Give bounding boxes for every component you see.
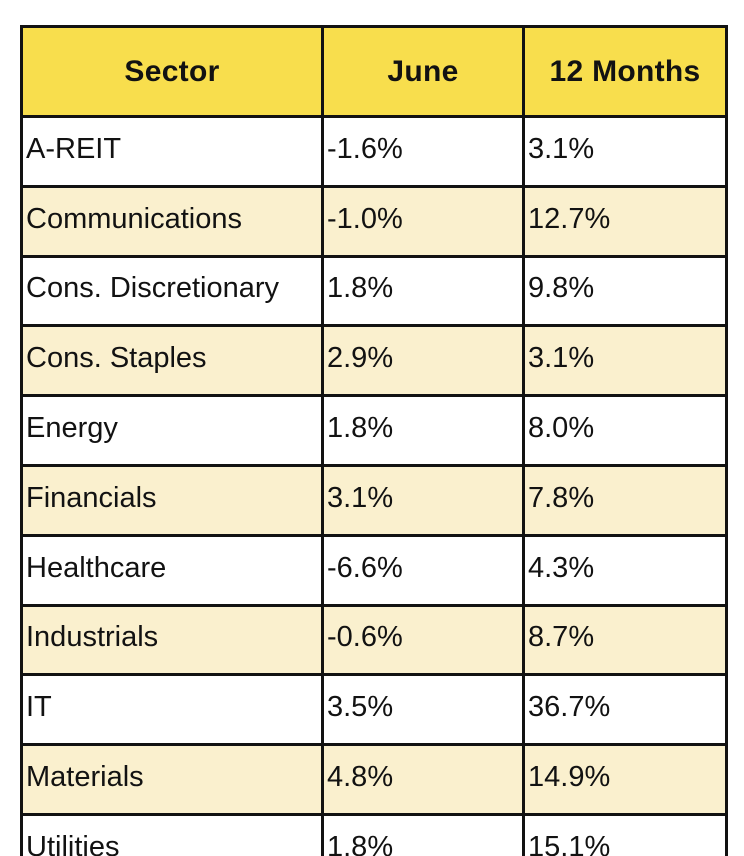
sector-cell: Utilities bbox=[20, 812, 324, 856]
twelve-months-cell: 36.7% bbox=[522, 673, 728, 747]
table-row: Cons. Staples 2.9% 3.1% bbox=[20, 324, 728, 398]
june-cell: 3.5% bbox=[321, 673, 525, 747]
sector-cell: Materials bbox=[20, 743, 324, 816]
sector-cell: Communications bbox=[20, 184, 324, 258]
twelve-months-cell: 4.3% bbox=[522, 533, 728, 607]
twelve-months-cell: 15.1% bbox=[522, 812, 728, 856]
sector-performance-table: Sector June 12 Months A-REIT -1.6% 3.1% … bbox=[20, 25, 728, 856]
twelve-months-cell: 3.1% bbox=[522, 115, 728, 188]
twelve-months-cell: 8.0% bbox=[522, 394, 728, 467]
table-body: A-REIT -1.6% 3.1% Communications -1.0% 1… bbox=[20, 115, 728, 856]
table-row: Industrials -0.6% 8.7% bbox=[20, 603, 728, 677]
column-header-12-months: 12 Months bbox=[522, 25, 728, 118]
table-row: Communications -1.0% 12.7% bbox=[20, 184, 728, 258]
table-header: Sector June 12 Months bbox=[20, 25, 728, 118]
twelve-months-cell: 3.1% bbox=[522, 324, 728, 398]
sector-cell: Industrials bbox=[20, 603, 324, 677]
table-row: Utilities 1.8% 15.1% bbox=[20, 812, 728, 856]
twelve-months-cell: 8.7% bbox=[522, 603, 728, 677]
sector-cell: Cons. Staples bbox=[20, 324, 324, 398]
june-cell: -6.6% bbox=[321, 533, 525, 607]
header-row: Sector June 12 Months bbox=[20, 25, 728, 118]
twelve-months-cell: 14.9% bbox=[522, 743, 728, 816]
june-cell: 3.1% bbox=[321, 463, 525, 537]
june-cell: 1.8% bbox=[321, 394, 525, 467]
table-row: Energy 1.8% 8.0% bbox=[20, 394, 728, 467]
table-row: Materials 4.8% 14.9% bbox=[20, 743, 728, 816]
sector-cell: Financials bbox=[20, 463, 324, 537]
june-cell: 2.9% bbox=[321, 324, 525, 398]
sector-cell: A-REIT bbox=[20, 115, 324, 188]
june-cell: -1.6% bbox=[321, 115, 525, 188]
june-cell: 1.8% bbox=[321, 812, 525, 856]
june-cell: 1.8% bbox=[321, 254, 525, 328]
twelve-months-cell: 12.7% bbox=[522, 184, 728, 258]
june-cell: -0.6% bbox=[321, 603, 525, 677]
table-row: Financials 3.1% 7.8% bbox=[20, 463, 728, 537]
column-header-sector: Sector bbox=[20, 25, 324, 118]
sector-cell: IT bbox=[20, 673, 324, 747]
twelve-months-cell: 9.8% bbox=[522, 254, 728, 328]
column-header-june: June bbox=[321, 25, 525, 118]
sector-cell: Energy bbox=[20, 394, 324, 467]
sector-cell: Cons. Discretionary bbox=[20, 254, 324, 328]
june-cell: -1.0% bbox=[321, 184, 525, 258]
table-row: IT 3.5% 36.7% bbox=[20, 673, 728, 747]
table-row: Healthcare -6.6% 4.3% bbox=[20, 533, 728, 607]
sector-cell: Healthcare bbox=[20, 533, 324, 607]
twelve-months-cell: 7.8% bbox=[522, 463, 728, 537]
table-row: Cons. Discretionary 1.8% 9.8% bbox=[20, 254, 728, 328]
june-cell: 4.8% bbox=[321, 743, 525, 816]
table-row: A-REIT -1.6% 3.1% bbox=[20, 115, 728, 188]
